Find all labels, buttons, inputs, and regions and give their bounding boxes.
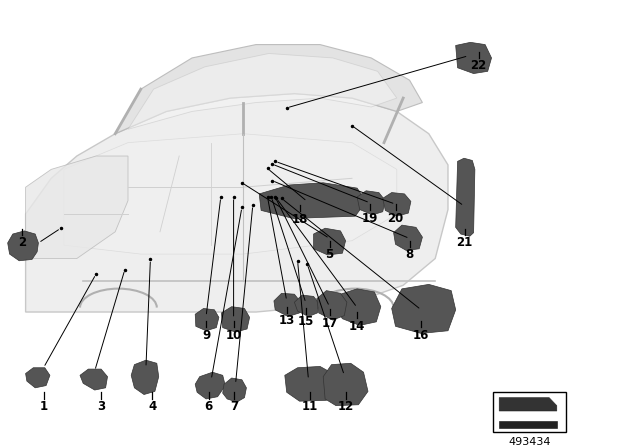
Text: 20: 20	[387, 212, 404, 225]
Polygon shape	[499, 421, 557, 428]
Text: 4: 4	[148, 400, 156, 413]
Polygon shape	[131, 360, 159, 395]
Text: 2: 2	[19, 237, 26, 250]
Polygon shape	[357, 191, 385, 215]
Polygon shape	[195, 372, 225, 399]
Text: 11: 11	[301, 400, 318, 413]
Text: 17: 17	[321, 317, 338, 330]
Polygon shape	[259, 183, 366, 219]
Polygon shape	[323, 363, 368, 405]
Text: 15: 15	[298, 315, 314, 328]
Text: 12: 12	[337, 400, 354, 413]
Text: 9: 9	[202, 329, 210, 342]
Text: 3: 3	[97, 400, 105, 413]
Polygon shape	[128, 53, 397, 129]
Polygon shape	[317, 291, 347, 320]
Polygon shape	[499, 398, 557, 411]
Text: 10: 10	[226, 329, 243, 342]
Polygon shape	[383, 193, 411, 216]
Polygon shape	[394, 225, 422, 250]
Text: 22: 22	[470, 60, 487, 73]
Polygon shape	[456, 43, 492, 73]
Text: 14: 14	[349, 320, 365, 333]
Text: 6: 6	[205, 400, 212, 413]
Text: 13: 13	[278, 314, 295, 327]
Polygon shape	[80, 369, 108, 390]
Text: 21: 21	[456, 237, 473, 250]
Text: 493434: 493434	[508, 437, 551, 447]
Polygon shape	[26, 368, 50, 388]
Polygon shape	[8, 231, 38, 261]
Text: 1: 1	[40, 400, 47, 413]
Polygon shape	[294, 295, 319, 316]
Polygon shape	[195, 309, 219, 331]
Polygon shape	[456, 158, 475, 236]
Polygon shape	[223, 378, 246, 402]
Text: 16: 16	[413, 329, 429, 342]
Text: 19: 19	[362, 212, 378, 225]
Polygon shape	[314, 228, 346, 255]
Text: 7: 7	[230, 400, 238, 413]
Polygon shape	[115, 44, 422, 134]
Polygon shape	[336, 289, 381, 325]
Polygon shape	[274, 293, 301, 316]
Polygon shape	[26, 156, 128, 258]
Polygon shape	[64, 134, 397, 254]
Bar	[493, 392, 566, 432]
Polygon shape	[285, 366, 336, 401]
Polygon shape	[221, 307, 250, 332]
Text: 18: 18	[291, 213, 308, 226]
Text: 8: 8	[406, 249, 413, 262]
Text: 5: 5	[326, 249, 333, 262]
Polygon shape	[392, 284, 456, 333]
Polygon shape	[26, 94, 448, 312]
